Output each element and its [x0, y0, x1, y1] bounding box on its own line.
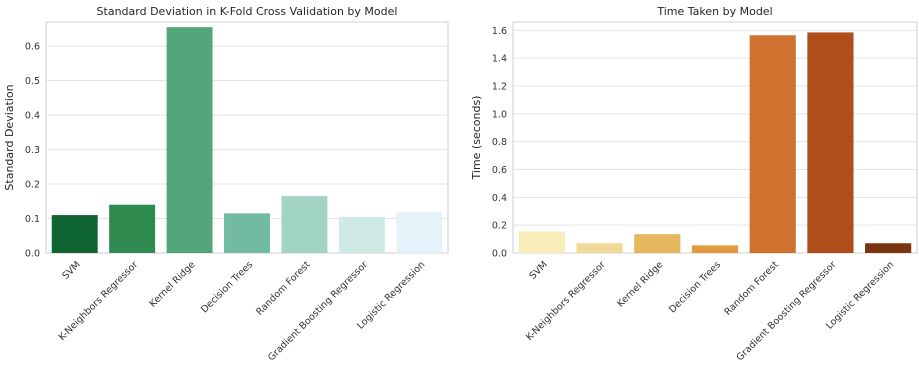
- plot-frame: [512, 21, 918, 254]
- bar-decision-trees: [691, 245, 739, 253]
- y-axis-label: Standard Deviation: [3, 84, 16, 190]
- x-tick-label: Random Forest: [722, 259, 781, 318]
- bar-kernel-ridge: [166, 27, 213, 253]
- y-tick-label: 0.3: [25, 145, 40, 156]
- y-tick-label: 0.6: [25, 42, 40, 53]
- x-tick-label: Kernel Ridge: [615, 259, 665, 309]
- x-tick-label: Decision Trees: [199, 259, 255, 315]
- chart-panel-2: 0.00.20.40.60.81.01.21.41.6SVMK-Neighbor…: [470, 5, 918, 363]
- y-tick-label: 1.6: [492, 26, 507, 37]
- bar-random-forest: [281, 196, 328, 253]
- x-tick-label: Decision Trees: [667, 259, 723, 315]
- x-tick-label: Gradient Boosting Regressor: [266, 259, 370, 363]
- bar-svm: [51, 215, 98, 253]
- y-tick-label: 0.5: [25, 76, 40, 87]
- x-tick-label: Gradient Boosting Regressor: [735, 259, 839, 363]
- y-tick-label: 0.1: [25, 214, 40, 225]
- bar-gradient-boosting-regressor: [807, 32, 854, 253]
- bar-random-forest: [749, 35, 796, 253]
- y-tick-label: 0.0: [492, 249, 507, 260]
- y-tick-label: 0.4: [492, 193, 507, 204]
- y-tick-label: 0.4: [25, 111, 40, 122]
- x-tick-label: Kernel Ridge: [147, 259, 197, 309]
- y-tick-label: 0.2: [492, 221, 507, 232]
- y-tick-label: 0.8: [492, 137, 507, 148]
- y-tick-label: 1.2: [492, 82, 507, 93]
- bar-k-neighbors-regressor: [109, 204, 156, 253]
- x-tick-label: SVM: [60, 259, 82, 281]
- bar-logistic-regression: [865, 243, 912, 253]
- bar-logistic-regression: [396, 211, 443, 253]
- x-tick-label: SVM: [528, 259, 550, 281]
- bar-gradient-boosting-regressor: [338, 216, 385, 253]
- bar-kernel-ridge: [634, 234, 681, 253]
- chart-title: Standard Deviation in K-Fold Cross Valid…: [97, 5, 398, 18]
- bar-decision-trees: [224, 213, 270, 253]
- y-tick-label: 0.6: [492, 165, 507, 176]
- y-tick-label: 1.4: [492, 54, 507, 65]
- chart-title: Time Taken by Model: [656, 5, 772, 18]
- y-axis-label: Time (seconds): [470, 96, 483, 181]
- bar-svm: [518, 231, 565, 253]
- x-tick-label: Random Forest: [254, 259, 313, 318]
- bar-k-neighbors-regressor: [576, 243, 623, 253]
- y-tick-label: 1.0: [492, 109, 507, 120]
- y-tick-label: 0.2: [25, 180, 40, 191]
- y-tick-label: 0.0: [25, 249, 40, 260]
